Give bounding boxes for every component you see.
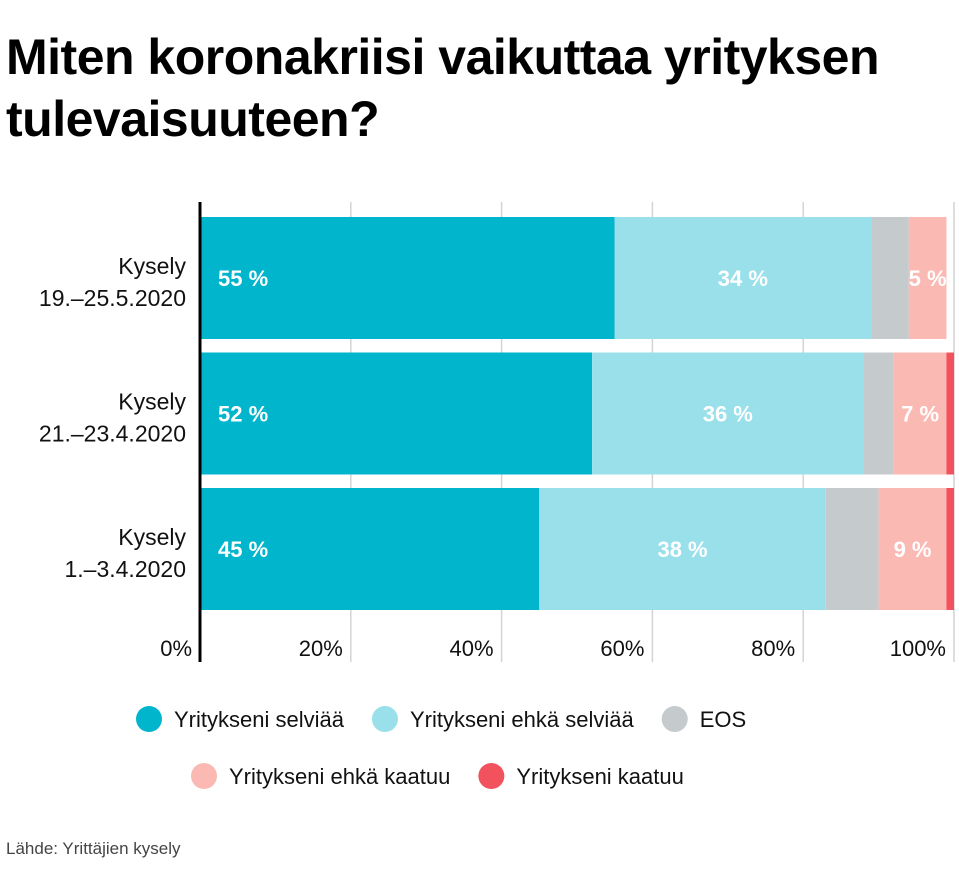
data-label: 9 % [894, 537, 932, 562]
data-label: 45 % [218, 537, 268, 562]
bar-segment [539, 488, 826, 610]
x-tick-label: 0% [160, 636, 192, 661]
category-labels: Kysely 19.–25.5.2020 Kysely 21.–23.4.2020 Ky… [39, 253, 187, 582]
x-tick-label: 20% [299, 636, 343, 661]
bar-segment [893, 352, 947, 475]
bar-segment [825, 488, 879, 610]
bar-segment [946, 488, 954, 610]
bars: 55 % 34 % 5 % 52 % 36 % 7 % 45 % 38 % 9 % [200, 217, 954, 610]
legend-swatch [661, 706, 688, 732]
category-label: Kysely [118, 253, 186, 279]
legend-label: Yritykseni ehkä selviää [410, 707, 635, 732]
x-tick-label: 60% [600, 636, 644, 661]
category-label: 21.–23.4.2020 [39, 421, 186, 447]
bar-segment [878, 488, 947, 610]
legend-label: Yritykseni kaatuu [516, 764, 684, 789]
legend-swatch [191, 763, 217, 789]
data-label: 34 % [718, 266, 768, 291]
bar-segment [614, 217, 872, 339]
bar-segment [863, 352, 894, 475]
legend-label: Yritykseni ehkä kaatuu [229, 764, 450, 789]
x-tick-label: 40% [450, 636, 494, 661]
legend-swatch [478, 763, 505, 789]
legend-swatch [371, 706, 398, 732]
legend-label: EOS [700, 707, 746, 732]
legend-swatch [136, 706, 162, 732]
data-label: 38 % [657, 537, 707, 562]
bar-segment [200, 217, 615, 339]
data-label: 7 % [901, 402, 939, 427]
category-label: 1.–3.4.2020 [64, 556, 186, 582]
data-label: 5 % [909, 266, 947, 291]
data-label: 52 % [218, 402, 268, 427]
bar-segment [592, 352, 864, 475]
category-label: 19.–25.5.2020 [39, 285, 186, 311]
data-label: 36 % [703, 402, 753, 427]
legend: Yritykseni selviää Yritykseni ehkä selviä… [136, 706, 746, 789]
x-tick-labels: 0% 20% 40% 60% 80% 100% [160, 636, 946, 661]
source-note: Lähde: Yrittäjien kysely [6, 839, 181, 858]
bar-segment [946, 352, 954, 475]
bar-segment [871, 217, 909, 339]
x-tick-label: 80% [751, 636, 795, 661]
data-label: 55 % [218, 266, 268, 291]
bar-segment [200, 352, 593, 475]
chart-title: Miten koronakriisi vaikuttaa yrityksen t… [6, 29, 880, 147]
bar-segment [200, 488, 540, 610]
legend-label: Yritykseni selviää [174, 707, 345, 732]
bar-segment [908, 217, 947, 339]
x-tick-label: 100% [890, 636, 946, 661]
category-label: Kysely [118, 389, 186, 415]
category-label: Kysely [118, 524, 186, 550]
